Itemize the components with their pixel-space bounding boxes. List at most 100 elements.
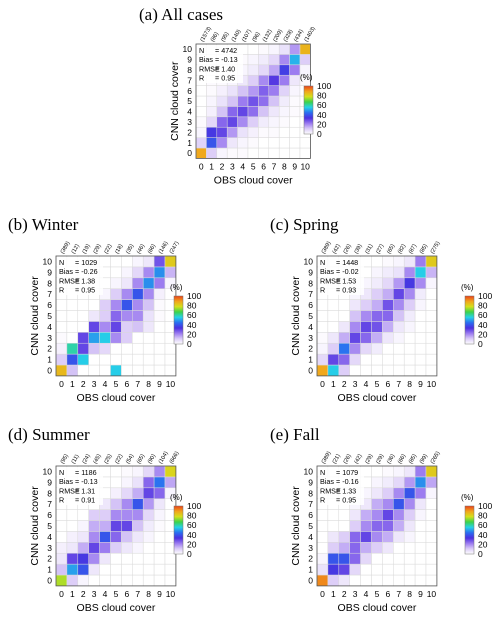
heatmap-cell <box>349 563 361 576</box>
heatmap-cell <box>414 310 427 322</box>
heatmap-cell <box>121 277 133 289</box>
heatmap-cell <box>237 147 249 159</box>
heatmap-cell <box>382 342 394 355</box>
column-count-label: (86) <box>210 31 220 43</box>
heatmap-cell <box>371 552 383 565</box>
column-count-label: (26) <box>343 243 353 255</box>
heatmap-cell <box>66 563 79 576</box>
x-tick-label: 3 <box>92 589 97 599</box>
heatmap-cell <box>153 465 166 478</box>
heatmap-cell <box>66 509 79 521</box>
heatmap-cell <box>403 465 416 478</box>
heatmap-cell <box>206 106 218 118</box>
heatmap-cell <box>142 487 155 499</box>
heatmap-cell <box>360 310 372 322</box>
heatmap-cell <box>55 574 68 587</box>
stat-label: Bias <box>320 477 334 486</box>
heatmap-cell <box>132 364 144 377</box>
heatmap-cell <box>142 531 155 543</box>
heatmap-cell <box>289 147 301 159</box>
heatmap-cell <box>327 299 340 311</box>
heatmap-cell <box>414 563 427 576</box>
stat-label: RMSE <box>199 64 220 73</box>
heatmap-cell <box>338 299 350 311</box>
heatmap-cell <box>88 332 100 344</box>
heatmap-cell <box>121 552 133 565</box>
heatmap-cell <box>425 520 438 532</box>
stat-value: = 1.38 <box>75 276 95 285</box>
column-count-label: (65) <box>386 243 396 255</box>
heatmap-cell <box>110 266 122 279</box>
heatmap-cell <box>153 364 166 377</box>
heatmap-cell <box>206 126 218 138</box>
colorbar-tick-label: 40 <box>478 320 488 330</box>
heatmap-cell <box>121 476 133 489</box>
heatmap-cell <box>121 310 133 322</box>
heatmap-cell <box>299 43 311 55</box>
heatmap-cell <box>425 552 438 565</box>
heatmap-cell <box>153 342 166 355</box>
heatmap-cell <box>121 299 133 311</box>
column-count-label: (96) <box>252 31 262 43</box>
stat-label: R <box>320 286 325 295</box>
heatmap-cell <box>371 342 383 355</box>
heatmap-cell <box>393 542 405 554</box>
heatmap-cell <box>414 498 427 510</box>
heatmap-cell <box>121 364 133 377</box>
x-tick-label: 4 <box>240 161 245 171</box>
heatmap-cell <box>299 137 311 149</box>
heatmap-cell <box>164 476 177 489</box>
x-tick-label: 2 <box>81 379 86 389</box>
colorbar-tick-label: 20 <box>187 329 197 339</box>
heatmap-cell <box>247 95 259 107</box>
plot-frame <box>316 255 438 377</box>
y-tick-label: 2 <box>47 554 52 564</box>
heatmap-cell <box>403 476 416 489</box>
heatmap-cell <box>278 116 290 128</box>
heatmap-cell <box>132 288 144 300</box>
heatmap-cell <box>382 542 394 554</box>
column-count-label: (132) <box>262 29 274 43</box>
heatmap-cell <box>371 277 383 289</box>
colorbar-tick-label: 40 <box>478 530 488 540</box>
heatmap-cell <box>206 85 218 97</box>
heatmap-cell <box>289 106 301 118</box>
y-tick-label: 3 <box>308 543 313 553</box>
heatmap-cell <box>316 542 329 554</box>
heatmap-cell <box>316 299 329 311</box>
panel-title: (a) All cases <box>139 5 223 24</box>
heatmap-cell <box>414 574 427 587</box>
heatmap-cell <box>55 509 68 521</box>
y-tick-label: 3 <box>47 333 52 343</box>
y-tick-label: 6 <box>308 300 313 310</box>
heatmap-cell <box>226 85 238 97</box>
colorbar <box>173 295 184 345</box>
heatmap-cell <box>338 353 350 366</box>
heatmap-cell <box>360 321 372 333</box>
heatmap-cell <box>327 310 340 322</box>
y-tick-label: 4 <box>47 322 52 332</box>
colorbar-tick-label: 0 <box>478 339 483 349</box>
heatmap-cell <box>338 531 350 543</box>
y-tick-label: 8 <box>308 278 313 288</box>
heatmap-cell <box>327 542 340 554</box>
stat-value: = 0.95 <box>215 74 235 83</box>
heatmap-cell <box>247 137 259 149</box>
heatmap-cell <box>110 465 122 478</box>
heatmap-cell <box>382 509 394 521</box>
x-tick-label: 10 <box>166 379 176 389</box>
heatmap-cell <box>393 332 405 344</box>
stat-value: = -0.13 <box>215 55 238 64</box>
column-count-label: (22) <box>114 453 124 465</box>
heatmap-cell <box>247 54 259 66</box>
heatmap-cell <box>360 299 372 311</box>
heatmap-cell <box>132 353 144 366</box>
heatmap-cell <box>403 364 416 377</box>
heatmap-cell <box>99 509 111 521</box>
heatmap-cell <box>382 299 394 311</box>
column-count-label: (389) <box>321 241 333 255</box>
heatmap-cell <box>66 552 79 565</box>
heatmap-cell <box>349 542 361 554</box>
x-tick-label: 9 <box>418 589 423 599</box>
